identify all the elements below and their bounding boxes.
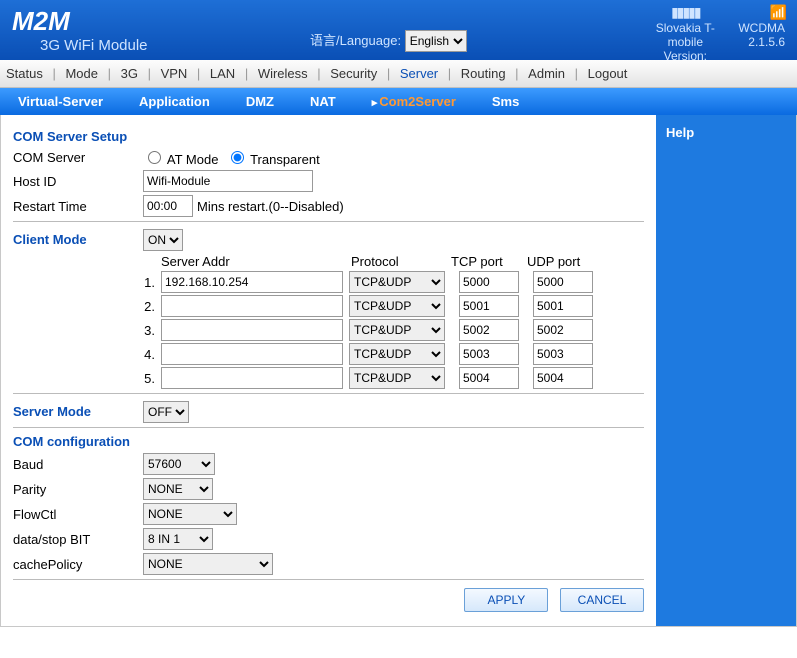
server-row-num: 5.	[13, 371, 161, 386]
server-mode-title: Server Mode	[13, 404, 143, 419]
nav-status[interactable]: Status	[0, 66, 49, 81]
server-row-num: 4.	[13, 347, 161, 362]
server-addr-input[interactable]	[161, 319, 343, 341]
server-row: 1. TCP&UDP	[13, 271, 644, 293]
server-proto-select[interactable]: TCP&UDP	[349, 367, 445, 389]
server-proto-select[interactable]: TCP&UDP	[349, 295, 445, 317]
client-mode-select[interactable]: ON	[143, 229, 183, 251]
com-server-label: COM Server	[13, 150, 143, 165]
nav-vpn[interactable]: VPN	[155, 66, 194, 81]
language-select[interactable]: English	[405, 30, 467, 52]
transparent-radio-label[interactable]: Transparent	[226, 148, 320, 167]
subnav-sms[interactable]: Sms	[474, 94, 537, 109]
content-panel: COM Server Setup COM Server AT Mode Tran…	[1, 115, 656, 626]
help-panel: Help	[656, 115, 796, 626]
server-tcp-input[interactable]	[459, 295, 519, 317]
logo: M2M	[12, 6, 70, 37]
language-selector: 语言/Language: English	[310, 30, 467, 52]
server-row: 2. TCP&UDP	[13, 295, 644, 317]
apply-button[interactable]: APPLY	[464, 588, 548, 612]
databit-label: data/stop BIT	[13, 532, 143, 547]
server-udp-input[interactable]	[533, 271, 593, 293]
parity-select[interactable]: NONE	[143, 478, 213, 500]
server-udp-input[interactable]	[533, 319, 593, 341]
operator-name: Slovakia T-mobile	[650, 21, 720, 49]
header: M2M 3G WiFi Module 语言/Language: English …	[0, 0, 797, 60]
language-label: 语言/Language:	[310, 33, 401, 48]
databit-select[interactable]: 8 IN 1	[143, 528, 213, 550]
signal-icon-2: 📶	[738, 4, 785, 21]
nav-server[interactable]: Server	[394, 66, 444, 81]
subnav-nat[interactable]: NAT	[292, 94, 354, 109]
server-addr-input[interactable]	[161, 295, 343, 317]
restart-label: Restart Time	[13, 199, 143, 214]
subnav-application[interactable]: Application	[121, 94, 228, 109]
server-proto-select[interactable]: TCP&UDP	[349, 343, 445, 365]
nav-wireless[interactable]: Wireless	[252, 66, 314, 81]
server-proto-select[interactable]: TCP&UDP	[349, 319, 445, 341]
server-row: 4. TCP&UDP	[13, 343, 644, 365]
cache-select[interactable]: NONE	[143, 553, 273, 575]
server-udp-input[interactable]	[533, 295, 593, 317]
restart-suffix: Mins restart.(0--Disabled)	[197, 199, 344, 214]
client-mode-title: Client Mode	[13, 232, 143, 247]
server-addr-input[interactable]	[161, 343, 343, 365]
nav-routing[interactable]: Routing	[455, 66, 512, 81]
cancel-button[interactable]: CANCEL	[560, 588, 644, 612]
baud-select[interactable]: 57600	[143, 453, 215, 475]
cache-label: cachePolicy	[13, 557, 143, 572]
com-setup-title: COM Server Setup	[13, 129, 644, 144]
atmode-radio[interactable]	[148, 151, 161, 164]
com-config-title: COM configuration	[13, 434, 644, 449]
hostid-input[interactable]	[143, 170, 313, 192]
nav-admin[interactable]: Admin	[522, 66, 571, 81]
server-addr-header: Server Addr	[161, 254, 351, 269]
flowctl-select[interactable]: NONE	[143, 503, 237, 525]
server-tcp-input[interactable]	[459, 319, 519, 341]
subnav-virtual-server[interactable]: Virtual-Server	[0, 94, 121, 109]
server-mode-select[interactable]: OFF	[143, 401, 189, 423]
nav-3g[interactable]: 3G	[115, 66, 144, 81]
server-row: 5. TCP&UDP	[13, 367, 644, 389]
udp-port-header: UDP port	[527, 254, 603, 269]
restart-input[interactable]	[143, 195, 193, 217]
server-tcp-input[interactable]	[459, 367, 519, 389]
sub-nav: Virtual-ServerApplicationDMZNATCom2Serve…	[0, 88, 797, 115]
baud-label: Baud	[13, 457, 143, 472]
signal-icon: ▮▮▮▮▮	[650, 4, 720, 21]
main-nav: Status | Mode | 3G | VPN | LAN | Wireles…	[0, 60, 797, 88]
parity-label: Parity	[13, 482, 143, 497]
nav-logout[interactable]: Logout	[582, 66, 634, 81]
version-value: 2.1.5.6	[738, 35, 785, 49]
subnav-com2server[interactable]: Com2Server	[354, 94, 474, 109]
atmode-radio-label[interactable]: AT Mode	[143, 148, 218, 167]
network-type: WCDMA	[738, 21, 785, 35]
nav-mode[interactable]: Mode	[59, 66, 104, 81]
nav-lan[interactable]: LAN	[204, 66, 241, 81]
server-udp-input[interactable]	[533, 367, 593, 389]
hostid-label: Host ID	[13, 174, 143, 189]
protocol-header: Protocol	[351, 254, 451, 269]
transparent-radio[interactable]	[231, 151, 244, 164]
server-proto-select[interactable]: TCP&UDP	[349, 271, 445, 293]
server-addr-input[interactable]	[161, 367, 343, 389]
version-label: Version:	[650, 49, 720, 63]
server-row-num: 1.	[13, 275, 161, 290]
server-tcp-input[interactable]	[459, 271, 519, 293]
server-row-num: 2.	[13, 299, 161, 314]
subnav-dmz[interactable]: DMZ	[228, 94, 292, 109]
flowctl-label: FlowCtl	[13, 507, 143, 522]
help-title: Help	[666, 125, 786, 140]
server-row-num: 3.	[13, 323, 161, 338]
server-addr-input[interactable]	[161, 271, 343, 293]
server-udp-input[interactable]	[533, 343, 593, 365]
nav-security[interactable]: Security	[324, 66, 383, 81]
server-row: 3. TCP&UDP	[13, 319, 644, 341]
tcp-port-header: TCP port	[451, 254, 527, 269]
server-tcp-input[interactable]	[459, 343, 519, 365]
